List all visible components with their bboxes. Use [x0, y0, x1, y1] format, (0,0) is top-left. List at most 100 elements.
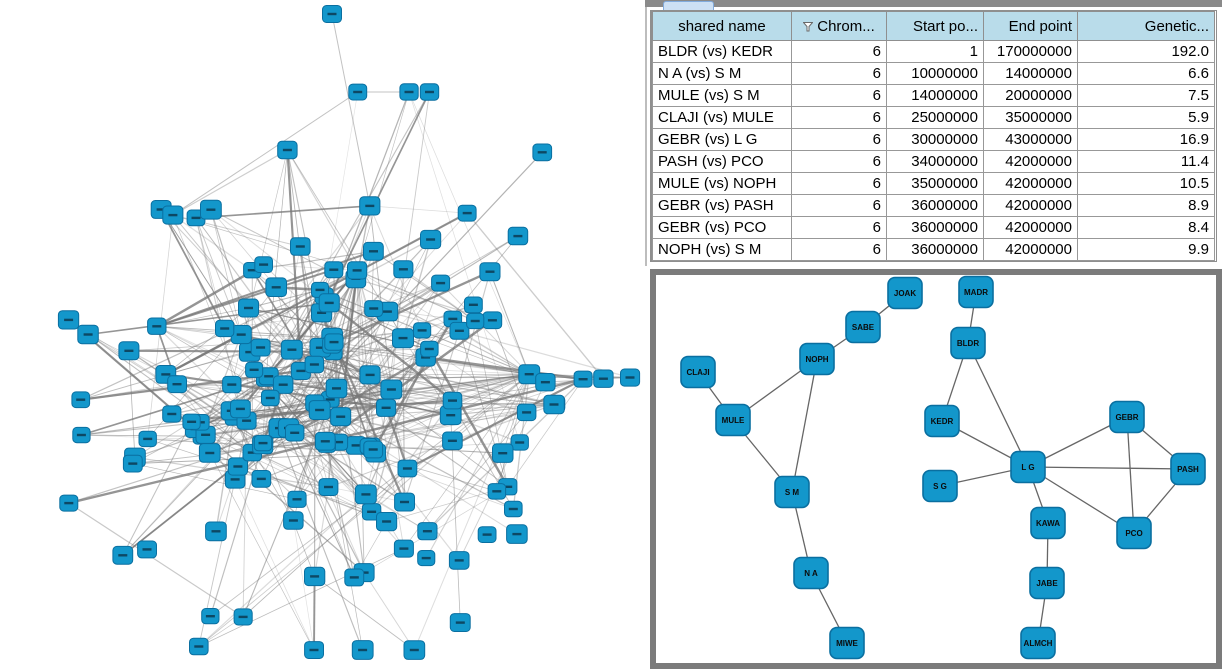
network-node[interactable] [112, 545, 134, 565]
table-row[interactable]: MULE (vs) S M 6 14000000 20000000 7.5 [652, 84, 1215, 107]
network-node[interactable] [413, 322, 432, 339]
network-node[interactable] [118, 341, 140, 361]
network-node[interactable] [162, 405, 182, 423]
network-node-BLDR[interactable]: BLDR [950, 326, 986, 360]
network-node[interactable] [162, 205, 184, 225]
network-node[interactable] [492, 443, 514, 463]
network-node[interactable] [261, 389, 280, 407]
table-row[interactable]: GEBR (vs) PCO 6 36000000 42000000 8.4 [652, 216, 1215, 239]
network-node[interactable] [376, 398, 397, 417]
network-node[interactable] [348, 83, 368, 101]
network-node-NA[interactable]: N A [793, 556, 829, 590]
network-node[interactable] [227, 457, 249, 476]
column-header-shared-name[interactable]: shared name [652, 11, 792, 41]
network-node[interactable] [71, 391, 91, 409]
network-node[interactable] [324, 261, 344, 279]
network-node[interactable] [466, 312, 485, 330]
table-row[interactable]: PASH (vs) PCO 6 34000000 42000000 11.4 [652, 150, 1215, 173]
network-node[interactable] [318, 293, 340, 313]
network-node[interactable] [147, 317, 167, 335]
network-node[interactable] [403, 640, 426, 660]
network-node-SABE[interactable]: SABE [845, 310, 881, 344]
network-node[interactable] [593, 369, 614, 388]
network-node[interactable] [394, 492, 416, 512]
network-node-SG[interactable]: S G [922, 469, 958, 503]
network-node[interactable] [359, 365, 381, 385]
network-node[interactable] [442, 431, 463, 451]
network-node[interactable] [344, 568, 365, 587]
network-edge-BLDR-LG[interactable] [967, 342, 1029, 468]
network-node[interactable] [431, 274, 451, 292]
network-node[interactable] [57, 310, 80, 330]
network-node[interactable] [233, 608, 253, 626]
network-edge-LG-PASH[interactable] [1027, 466, 1189, 470]
network-node[interactable] [277, 140, 298, 160]
network-node[interactable] [464, 296, 483, 314]
network-node[interactable] [477, 526, 497, 544]
network-node[interactable] [287, 490, 307, 508]
network-node[interactable] [59, 494, 79, 512]
network-node[interactable] [205, 521, 227, 542]
network-node[interactable] [393, 260, 414, 279]
network-node[interactable] [200, 199, 222, 220]
network-node[interactable] [535, 373, 556, 392]
network-node[interactable] [265, 277, 287, 297]
network-node[interactable] [77, 324, 99, 345]
network-edge-NOPH-SM[interactable] [791, 358, 818, 493]
network-node[interactable] [222, 375, 242, 394]
network-node-GEBR[interactable]: GEBR [1109, 400, 1145, 434]
network-node[interactable] [325, 378, 348, 399]
table-row[interactable]: GEBR (vs) PASH 6 36000000 42000000 8.9 [652, 194, 1215, 217]
network-node[interactable] [351, 640, 374, 660]
network-node[interactable] [417, 550, 436, 567]
network-node[interactable] [280, 339, 303, 360]
network-node-NOPH[interactable]: NOPH [799, 342, 835, 376]
network-node[interactable] [419, 83, 440, 101]
network-node[interactable] [201, 608, 220, 625]
network-node[interactable] [137, 540, 158, 559]
network-node-MIWE[interactable]: MIWE [829, 626, 865, 660]
network-node-PASH[interactable]: PASH [1170, 452, 1206, 486]
network-node[interactable] [479, 262, 501, 282]
network-node-KEDR[interactable]: KEDR [924, 404, 960, 438]
network-node[interactable] [354, 484, 377, 505]
column-header-chrom---[interactable]: Chrom... [791, 11, 887, 41]
network-node[interactable] [420, 229, 442, 250]
network-edge-GEBR-PCO[interactable] [1126, 416, 1135, 534]
subnetwork-canvas[interactable]: JOAK SABE NOPH CLAJI MULE MADR BLDR KEDR GEBR L G… [656, 275, 1216, 663]
network-node[interactable] [138, 430, 157, 448]
table-row[interactable]: N A (vs) S M 6 10000000 14000000 6.6 [652, 62, 1215, 85]
network-node[interactable] [392, 328, 414, 349]
network-node-KAWA[interactable]: KAWA [1030, 506, 1066, 540]
network-node[interactable] [283, 511, 304, 530]
network-node[interactable] [380, 379, 403, 400]
network-node[interactable] [290, 237, 311, 256]
network-node[interactable] [573, 370, 593, 388]
network-node[interactable] [285, 424, 305, 442]
column-header-end-point[interactable]: End point [983, 11, 1078, 41]
network-node[interactable] [506, 524, 528, 544]
network-node[interactable] [487, 483, 507, 500]
network-node[interactable] [532, 143, 553, 162]
network-node[interactable] [504, 500, 523, 518]
network-node[interactable] [304, 641, 325, 659]
network-node[interactable] [417, 522, 438, 541]
network-node[interactable] [442, 391, 463, 410]
network-node[interactable] [304, 355, 325, 374]
network-node-ALMCH[interactable]: ALMCH [1020, 626, 1056, 660]
network-node[interactable] [308, 400, 331, 421]
network-node-JABE[interactable]: JABE [1029, 566, 1065, 600]
network-node[interactable] [250, 338, 271, 357]
network-node[interactable] [122, 454, 143, 473]
network-node[interactable] [167, 375, 187, 394]
network-node[interactable] [397, 459, 418, 478]
network-node[interactable] [314, 431, 336, 451]
network-node[interactable] [304, 566, 326, 587]
network-node[interactable] [449, 613, 471, 632]
network-node[interactable] [482, 311, 503, 330]
network-node[interactable] [363, 241, 384, 261]
network-node[interactable] [376, 512, 398, 532]
network-node[interactable] [215, 319, 235, 338]
network-node[interactable] [254, 256, 274, 273]
network-node-MULE[interactable]: MULE [715, 403, 751, 437]
